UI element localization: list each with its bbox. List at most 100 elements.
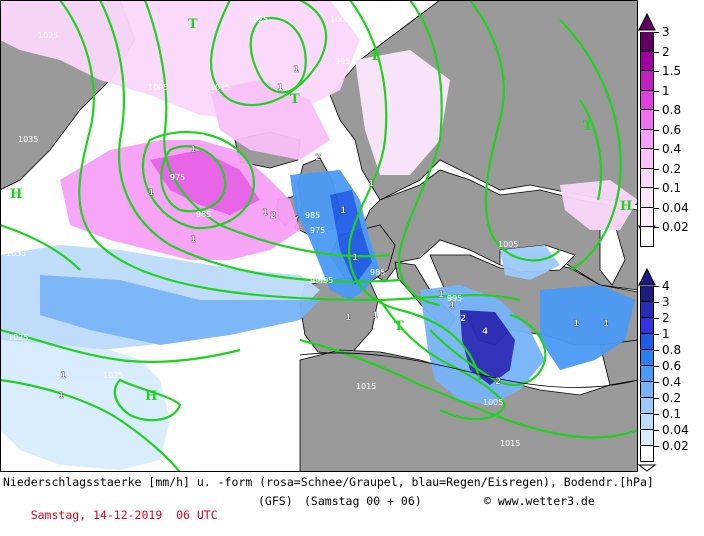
snow-scale: 3 2 1.5 1 0.8 0.6 0.4 0.2 0.1 0.04 0.02 (638, 0, 704, 247)
scale-tick (654, 286, 659, 287)
isobar-label: 995 (335, 57, 350, 66)
scale-tick (654, 149, 659, 150)
scale-tick (654, 51, 659, 53)
scale-label: 0.1 (662, 407, 682, 421)
isobar-label: 1015 (238, 339, 258, 348)
forecast-date: Samstag, 14-12-2019 06 UTC (30, 508, 218, 522)
isobar-18 (0, 223, 81, 271)
high-marker: H (10, 187, 22, 202)
scale-tick (654, 168, 659, 170)
isobar-label: 985 (370, 268, 385, 277)
scale-tick (654, 366, 659, 367)
scale-color-cell (640, 149, 654, 169)
scale-label: 1.5 (662, 64, 682, 78)
scale-tick (654, 90, 659, 92)
scale-tick (654, 430, 659, 431)
low-marker: T (290, 92, 300, 107)
precip-label: 1 (293, 65, 299, 75)
isobar-8 (348, 0, 482, 381)
scale-label: 0.2 (662, 161, 682, 176)
scale-label: 0.6 (662, 122, 682, 137)
isobar-14 (299, 338, 639, 439)
precip-label: 2 (460, 314, 466, 324)
scale-tick (654, 110, 659, 111)
low-marker: T (188, 17, 198, 32)
isobar-label: 1035 (6, 249, 26, 258)
scale-label: 3 (662, 25, 670, 39)
isobar-3 (143, 0, 391, 258)
scale-color-cell (640, 110, 654, 130)
scale-label: 3 (662, 295, 670, 309)
isobar-label: 995 (318, 276, 333, 285)
scale-label: 0.8 (662, 103, 682, 117)
scale-color-cell (640, 398, 654, 414)
isobar-6 (210, 0, 328, 106)
isobar-label: 985 (190, 133, 205, 142)
isobar-4 (160, 145, 227, 213)
scale-color-cell (640, 334, 654, 350)
isobars (0, 0, 639, 473)
precip-label: 4 (482, 327, 488, 337)
scale-label: 0.04 (662, 423, 689, 437)
model-run: (Samstag 00 + 06) (304, 494, 422, 508)
map-canvas: H H H T T T T T 1025 1025 1005 1015 995 … (0, 0, 639, 473)
scale-color-cell (640, 168, 654, 188)
rain-scale-arrows (638, 267, 657, 472)
scale-tick (654, 71, 659, 72)
rain-scale-top-arrow (638, 267, 656, 286)
isobar-label: 985 (196, 210, 211, 219)
scale-color-cell (640, 71, 654, 91)
isobar-label: 1035 (18, 135, 38, 144)
isobar-label: 995 (447, 294, 462, 303)
isobar-label: 1015 (236, 338, 256, 347)
precip-label: 1 (345, 313, 351, 323)
precip-label: 2 (315, 153, 321, 163)
caption-description: Niederschlagsstaerke [mm/h] u. -form (ro… (3, 475, 654, 489)
scale-label: 0.02 (662, 220, 689, 234)
scale-color-cell (640, 227, 654, 247)
isobar-7 (249, 17, 307, 94)
precip-label: 1 (262, 208, 268, 218)
isobar-label: 1025 (103, 371, 123, 380)
pressure-centers: H H H T T T T T (10, 17, 632, 404)
low-marker: T (394, 319, 404, 334)
snow-precip-areas (0, 0, 638, 260)
precip-label: 1 (449, 301, 455, 311)
scale-tick (654, 398, 659, 399)
isobar-label: 1015 (210, 83, 230, 92)
isobar-value-labels: 1025 1025 1005 1015 995 985 975 985 1035… (6, 15, 520, 448)
precip-label: 1 (190, 235, 196, 245)
scale-color-cell (640, 446, 654, 462)
rain-scale: 4 3 2 1 0.8 0.6 0.4 0.2 0.1 0.04 0.02 (638, 266, 704, 472)
isobar-label: 1025 (38, 31, 58, 40)
map-frame (0, 0, 638, 472)
scale-label: 0.6 (662, 359, 682, 373)
snow-area-iceland (210, 80, 330, 160)
scale-color-cell (640, 90, 654, 110)
isobar-10 (469, 0, 561, 262)
isobar-12 (379, 299, 507, 421)
scale-color-cell (640, 318, 654, 334)
scale-label: 4 (662, 279, 670, 293)
isobar-label: 1005 (483, 398, 503, 407)
scale-color-cell (640, 207, 654, 227)
rain-area-atlantic-sw (0, 340, 170, 470)
scale-label: 1 (662, 327, 670, 341)
scale-color-cell (640, 430, 654, 446)
snow-area-scandinavia (355, 50, 450, 175)
scale-label: 1 (662, 83, 670, 98)
precip-label: 1 (438, 290, 444, 300)
credit-link[interactable]: © www.wetter3.de (484, 494, 595, 508)
scale-tick (654, 302, 659, 303)
caption-footer: Niederschlagsstaerke [mm/h] u. -form (ro… (0, 472, 704, 522)
scale-color-cell (640, 350, 654, 366)
isobar-5 (141, 130, 256, 230)
scale-color-cell (640, 366, 654, 382)
precip-label: 1 (352, 253, 358, 263)
legend-panel: 3 2 1.5 1 0.8 0.6 0.4 0.2 0.1 0.04 0.02 4 3 2 1 0.8 0.6… (638, 0, 704, 472)
isobar-11 (559, 19, 622, 271)
scale-tick (654, 446, 659, 447)
isobar-label: 975 (170, 173, 185, 182)
scale-label: 0.8 (662, 343, 682, 357)
scale-tick (654, 414, 659, 415)
